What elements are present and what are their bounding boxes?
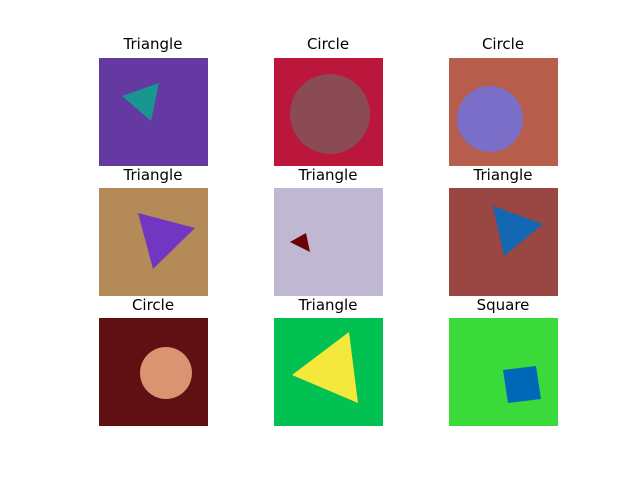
triangle-shape: [292, 332, 358, 403]
triangle-shape: [138, 213, 195, 269]
triangle-shape: [493, 206, 543, 256]
panel-7-image: [99, 318, 208, 426]
panel-5-title: Triangle: [298, 166, 358, 184]
panel-7-title: Circle: [131, 296, 175, 314]
panel-1-image: [99, 58, 208, 166]
panel-8-title: Triangle: [298, 296, 358, 314]
panel-3-image: [449, 58, 558, 166]
triangle-shape: [290, 233, 310, 252]
panel-6-image: [449, 188, 558, 296]
triangle-shape: [122, 83, 159, 121]
panel-2-title: Circle: [306, 35, 350, 53]
panel-4-title: Triangle: [123, 166, 183, 184]
panel-2-image: [274, 58, 383, 166]
panel-9-title: Square: [476, 296, 530, 314]
panel-4-image: [99, 188, 208, 296]
panel-3-title: Circle: [481, 35, 525, 53]
panel-6-title: Triangle: [473, 166, 533, 184]
circle-shape: [140, 347, 192, 399]
panel-9-image: [449, 318, 558, 426]
panel-1-background: [99, 58, 208, 166]
panel-5-image: [274, 188, 383, 296]
square-shape: [503, 366, 541, 403]
circle-shape: [457, 86, 523, 152]
circle-shape: [290, 74, 370, 154]
panel-1-title: Triangle: [123, 35, 183, 53]
panel-8-image: [274, 318, 383, 426]
